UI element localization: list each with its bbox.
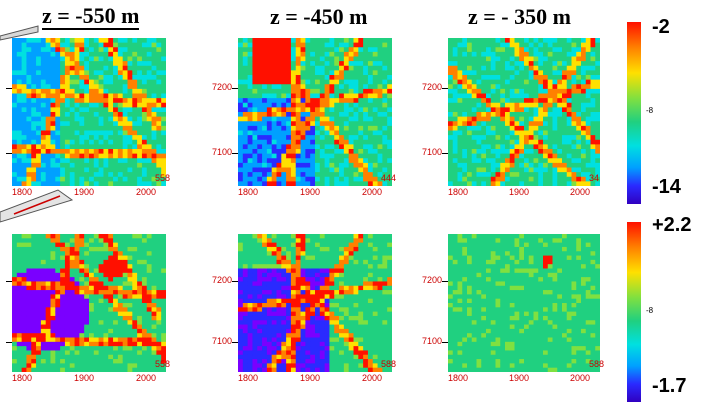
y-tick-mark (6, 153, 12, 155)
heatmap-image (12, 38, 166, 186)
y-tick-label: 7100 (211, 147, 232, 158)
x-tick-label: 1800 (447, 373, 469, 383)
x-tick-label: 2000 (135, 187, 157, 197)
instrument-top-decoration (0, 25, 39, 41)
panel-corner-label: 558 (155, 173, 171, 183)
panel-corner-label: 558 (155, 359, 171, 369)
heatmap-panel-top-1: 1800 1900 2000 7200 7100 444 (212, 38, 396, 197)
heatmap-panel-top-0: 1800 1900 2000 558 (6, 38, 170, 197)
y-tick-label: 7100 (421, 147, 442, 158)
y-tick-mark (442, 88, 448, 90)
y-tick-mark (232, 341, 238, 343)
colorbar-bottom-mid: -8 (646, 306, 654, 315)
y-tick-label: 7200 (211, 274, 232, 285)
heatmap-image (448, 234, 600, 372)
y-tick-mark (442, 341, 448, 343)
panel-corner-label: 588 (589, 359, 605, 369)
x-tick-label: 1800 (11, 373, 33, 383)
x-tick-label: 2000 (361, 373, 383, 383)
x-tick-label: 1900 (299, 373, 321, 383)
y-tick-label: 7200 (211, 82, 232, 93)
heatmap-panel-bottom-1: 1800 1900 2000 7200 7100 588 (212, 234, 396, 383)
heatmap-image (448, 38, 600, 186)
y-tick-mark (232, 280, 238, 282)
y-tick-label: 7100 (421, 335, 442, 346)
colorbar-bottom-max: +2.2 (652, 214, 692, 236)
x-tick-label: 2000 (569, 373, 591, 383)
x-tick-label: 1800 (237, 373, 259, 383)
depth-title-450: z = -450 m (270, 4, 368, 29)
heatmap-panel-bottom-2: 1800 1900 2000 7200 7100 588 (422, 234, 604, 383)
x-tick-label: 1900 (73, 373, 95, 383)
heatmap-image (238, 234, 392, 372)
y-tick-label: 7200 (421, 274, 442, 285)
y-tick-mark (6, 88, 12, 90)
x-tick-label: 2000 (135, 373, 157, 383)
y-tick-label: 7200 (421, 82, 442, 93)
colorbar-top-mid: -8 (646, 106, 654, 115)
y-tick-mark (232, 153, 238, 155)
y-tick-mark (6, 341, 12, 343)
x-tick-label: 1800 (447, 187, 469, 197)
heatmap-image (238, 38, 392, 186)
x-tick-label: 2000 (569, 187, 591, 197)
x-tick-label: 1800 (11, 187, 33, 197)
y-tick-mark (442, 280, 448, 282)
instrument-bottom-decoration (0, 189, 74, 223)
colorbar-bottom-min: -1.7 (652, 375, 687, 397)
colorbar-top-max: -2 (652, 16, 670, 38)
y-tick-label: 7100 (211, 335, 232, 346)
y-tick-mark (232, 88, 238, 90)
heatmap-image (12, 234, 166, 372)
heatmap-panel-bottom-0: 1800 1900 2000 558 (6, 234, 170, 383)
heatmap-panel-top-2: 1800 1900 2000 7200 7100 34 (422, 38, 600, 197)
depth-title-350: z = - 350 m (468, 4, 571, 29)
panel-corner-label: 34 (589, 173, 600, 183)
panel-corner-label: 444 (381, 173, 397, 183)
x-tick-label: 1800 (237, 187, 259, 197)
x-tick-label: 1900 (73, 187, 95, 197)
colorbar-bottom (627, 222, 641, 402)
y-tick-mark (442, 153, 448, 155)
x-tick-label: 2000 (361, 187, 383, 197)
x-tick-label: 1900 (508, 187, 530, 197)
depth-title-550: z = -550 m (42, 3, 140, 30)
colorbar-top-min: -14 (652, 176, 681, 198)
y-tick-mark (6, 280, 12, 282)
x-tick-label: 1900 (299, 187, 321, 197)
panel-corner-label: 588 (381, 359, 397, 369)
colorbar-top (627, 22, 641, 204)
x-tick-label: 1900 (508, 373, 530, 383)
